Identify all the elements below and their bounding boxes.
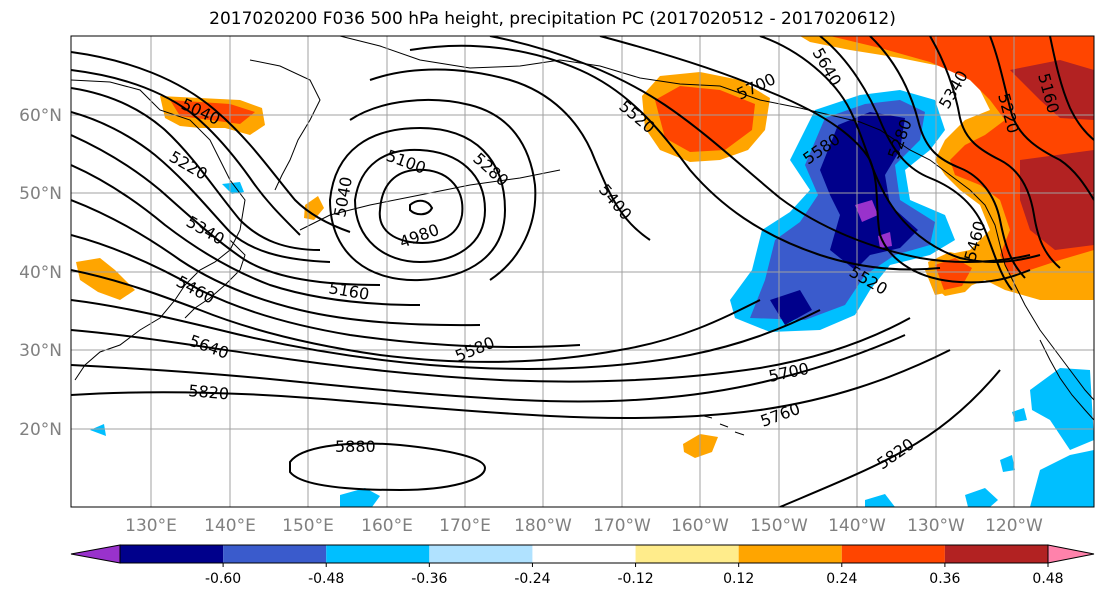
contour-line — [71, 299, 821, 370]
contour-label: 5820 — [188, 381, 230, 403]
lon-label: 130°E — [125, 516, 177, 536]
contour-line — [71, 349, 951, 419]
coastline-na-west — [894, 139, 1094, 401]
contour-line — [929, 36, 1061, 269]
colorbar-segment — [841, 545, 945, 563]
colorbar-segment — [326, 545, 430, 563]
map-frame — [70, 35, 1095, 508]
lon-label: 180°W — [514, 516, 572, 536]
map-area: 5040 5220 5340 5460 5640 5820 5040 5100 … — [71, 36, 1094, 507]
colorbar-tick-label: -0.24 — [514, 571, 550, 587]
precip-patch-extreme-negative — [878, 232, 892, 248]
contour-line — [1049, 36, 1094, 141]
coastline-kamchatka — [249, 59, 321, 191]
contour-line — [71, 334, 906, 403]
figure-title: 2017020200 F036 500 hPa height, precipit… — [209, 9, 896, 29]
precip-patch-very-strong-negative — [770, 290, 812, 325]
precip-patch-negative — [1012, 408, 1027, 422]
contour-line — [349, 99, 537, 281]
contour-line — [71, 134, 381, 286]
contour-line — [71, 69, 301, 236]
contour-line — [819, 36, 1013, 291]
coastline-aleutians — [299, 169, 561, 231]
lat-label: 60°N — [19, 106, 62, 126]
precip-patch-extreme-negative — [855, 200, 878, 222]
latitude-labels: 60°N 50°N 40°N 30°N 20°N — [19, 106, 62, 440]
colorbar-tick-label: 0.12 — [723, 571, 754, 587]
contour-line — [71, 51, 351, 233]
lon-label: 170°E — [439, 516, 491, 536]
lon-label: 150°E — [282, 516, 334, 536]
coastline-mexico — [1039, 339, 1094, 421]
contour-line — [759, 36, 1041, 263]
lat-label: 20°N — [19, 420, 62, 440]
contour-line — [353, 148, 487, 264]
contour-line — [989, 36, 1094, 201]
precip-patch-negative — [340, 488, 380, 507]
colorbar-tick-label: -0.36 — [411, 571, 447, 587]
lon-label: 130°W — [907, 516, 965, 536]
colorbar-tick-label: -0.60 — [205, 571, 241, 587]
precip-patch-negative — [1000, 455, 1015, 472]
contour-line — [71, 234, 581, 348]
contour-line — [409, 199, 434, 216]
precip-patch-positive — [304, 196, 324, 220]
colorbar-segment — [120, 545, 224, 563]
coastline-alaska — [339, 36, 896, 141]
longitude-labels: 130°E 140°E 150°E 160°E 170°E 180°W 170°… — [125, 516, 1043, 536]
contour-line — [71, 111, 331, 263]
contour-line — [779, 369, 1001, 507]
contour-line — [71, 87, 321, 251]
precip-patch-negative — [865, 494, 895, 507]
contour-line — [328, 126, 507, 282]
colorbar-tick-label: 0.24 — [826, 571, 857, 587]
contour-line — [71, 164, 421, 306]
precip-shading — [76, 36, 1094, 507]
contour-line — [289, 442, 487, 492]
precip-patch-very-strong-positive — [1010, 60, 1094, 120]
colorbar-tick-label: -0.12 — [617, 571, 653, 587]
contour-line — [489, 36, 1031, 263]
contour-line — [71, 199, 481, 327]
contour-line — [409, 44, 941, 271]
contour-line — [71, 269, 761, 363]
lat-label: 50°N — [19, 184, 62, 204]
contour-label: 5880 — [335, 437, 376, 456]
colorbar-tick-label: -0.48 — [308, 571, 344, 587]
height-contours — [71, 36, 1094, 507]
precip-patch-strong-positive — [655, 86, 755, 152]
colorbar-segment — [944, 545, 1048, 563]
colorbar-segment — [532, 545, 636, 563]
colorbar-tick-label: 0.36 — [929, 571, 960, 587]
colorbar-extension-high — [1047, 544, 1095, 564]
precip-patch-strong-positive — [170, 100, 255, 124]
lon-label: 160°E — [361, 516, 413, 536]
colorbar-tick-label: 0.48 — [1032, 571, 1063, 587]
colorbar: -0.60 -0.48 -0.36 -0.24 -0.12 0.12 0.24 0.36 0.4… — [70, 544, 1095, 587]
lon-label: 160°W — [671, 516, 729, 536]
colorbar-extension-low — [70, 544, 121, 564]
lon-label: 120°W — [985, 516, 1043, 536]
colorbar-segment — [223, 545, 327, 563]
precip-patch-negative — [965, 488, 998, 507]
colorbar-segment — [738, 545, 842, 563]
precip-patch-negative — [90, 424, 106, 436]
colorbar-outline — [119, 544, 1049, 564]
lon-label: 170°W — [593, 516, 651, 536]
contour-line — [71, 317, 911, 383]
contour-line — [869, 36, 1026, 279]
lat-label: 30°N — [19, 341, 62, 361]
colorbar-segment — [635, 545, 739, 563]
lon-label: 140°E — [204, 516, 256, 536]
lat-label: 40°N — [19, 263, 62, 283]
lon-label: 140°W — [828, 516, 886, 536]
lon-label: 150°W — [750, 516, 808, 536]
contour-line — [369, 68, 651, 241]
contour-line — [378, 168, 464, 244]
colorbar-segment — [429, 545, 533, 563]
precip-patch-negative — [1030, 450, 1094, 507]
precip-patch-very-strong-negative — [820, 112, 918, 270]
